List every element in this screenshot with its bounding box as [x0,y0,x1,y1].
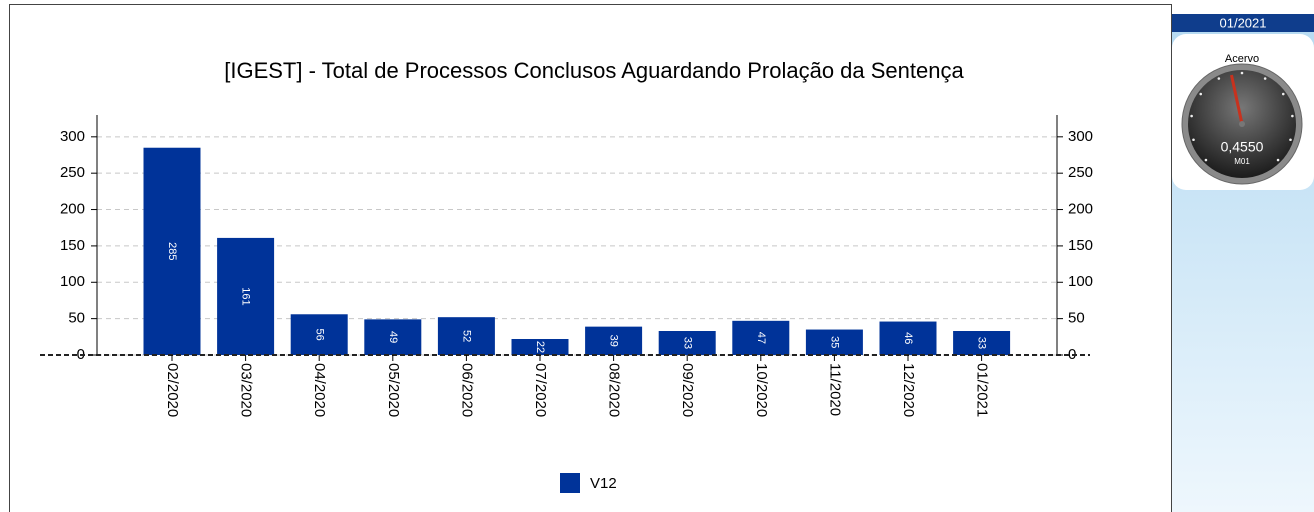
value-label: 33 [681,337,693,349]
bar [658,331,716,355]
gauge-dot [1217,77,1221,80]
bar [732,320,790,355]
value-label: 285 [166,242,178,260]
value-label: 47 [755,332,767,344]
x-tick-label: 05/2020 [385,363,402,417]
x-tick-label: 01/2021 [974,363,991,417]
gauge-dot [1192,138,1195,142]
gauge-subtitle: M01 [1234,157,1250,166]
gauge-title: Acervo [1225,53,1259,65]
bar [217,237,275,355]
x-tick-label: 10/2020 [753,363,770,417]
x-tick-label: 02/2020 [164,363,181,417]
bar [879,321,937,355]
gauge-dot [1276,158,1280,162]
gauge-dot [1263,77,1267,80]
gauge-value: 0,4550 [1221,139,1264,155]
y2-tick-label: 50 [1068,310,1085,327]
x-tick-label: 08/2020 [606,363,623,417]
y2-tick-label: 200 [1068,201,1093,218]
y2-tick-label: 300 [1068,128,1093,145]
x-tick-label: 12/2020 [900,363,917,417]
bar [290,314,348,355]
x-tick-label: 11/2020 [826,363,843,416]
value-label: 49 [387,331,399,343]
bar [437,317,495,355]
value-label: 39 [608,335,620,347]
x-tick-label: 03/2020 [238,363,255,417]
x-tick-label: 04/2020 [311,363,328,417]
y-tick-label: 100 [60,273,85,290]
gauge-needle [1230,74,1244,125]
chart-title: [IGEST] - Total de Processos Conclusos A… [224,58,964,83]
y-tick-label: 250 [60,164,85,181]
y-tick-label: 150 [60,237,85,254]
value-label: 35 [828,336,840,348]
bar [805,329,863,355]
panel-title: 01/2021 [1220,15,1267,30]
x-tick-label: 06/2020 [458,363,475,417]
value-label: 46 [902,332,914,344]
bar [511,339,569,355]
y-tick-label: 200 [60,201,85,218]
bar [585,326,643,355]
y2-tick-label: 250 [1068,164,1093,181]
y2-tick-label: 150 [1068,237,1093,254]
gauge-hub [1239,121,1245,127]
gauge-dot [1289,138,1292,142]
x-tick-label: 07/2020 [532,363,549,417]
value-label: 56 [313,329,325,341]
gauge-dot [1190,114,1193,118]
gauge-dot [1199,92,1203,96]
value-label: 33 [976,337,988,349]
y-tick-label: 50 [68,310,85,327]
gauge-dot [1281,92,1285,96]
gauge-dot [1291,114,1294,118]
bar [953,331,1011,355]
value-label: 161 [240,287,252,305]
gauge-dot [1240,71,1244,75]
value-label: 52 [460,330,472,342]
x-tick-label: 09/2020 [679,363,696,417]
chart-frame [9,4,1172,512]
legend-label: V12 [590,475,617,492]
panel-header [1172,14,1314,32]
gauge-dot [1204,158,1208,162]
legend-swatch [560,473,580,493]
bar [364,319,422,355]
y2-tick-label: 100 [1068,273,1093,290]
value-label: 22 [534,341,546,353]
bar [143,147,201,355]
y-tick-label: 300 [60,128,85,145]
